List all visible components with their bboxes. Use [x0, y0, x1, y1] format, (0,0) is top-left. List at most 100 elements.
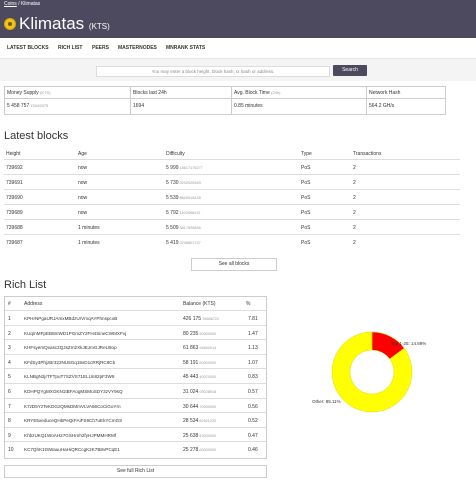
block-difficulty: 5 792.1100996212 — [166, 210, 200, 216]
rich-list-title: Rich List — [4, 279, 47, 291]
block-tx-count: 2 — [353, 195, 356, 201]
col-transactions: Transactions — [353, 151, 382, 157]
balance-decimals: .50000000 — [198, 331, 217, 336]
rich-rank: 9 — [8, 432, 11, 439]
block-age: now — [78, 180, 88, 186]
difficulty-int: 5 730 — [166, 180, 179, 186]
difficulty-decimals: .1100996212 — [178, 211, 201, 215]
rich-list-panel: # Address Balance (KTS) % 1 KPHrNPgaURJAm… — [4, 296, 267, 459]
block-height-link[interactable]: 739689 — [6, 210, 23, 216]
stat-value: 0.85 minutes — [234, 103, 263, 109]
col-rank: # — [8, 301, 11, 307]
rich-address-link[interactable]: KUqmMFpEB8mWD1PGmZY2FH4SineCWMXFvj — [24, 330, 127, 336]
search-input[interactable]: You may enter a block height, block hash… — [96, 66, 330, 77]
difficulty-decimals: .8609918428 — [178, 196, 201, 200]
rich-address-link[interactable]: KHFsyemQxasc2QJsZm2XkJEJmGJReU8op — [24, 345, 117, 351]
balance-decimals: .60000000 — [198, 360, 217, 365]
rich-percent: 0.52 — [248, 418, 258, 425]
stat-value-decimals: .70049375 — [29, 103, 49, 108]
rich-balance: 30 644.70000000 — [183, 404, 216, 410]
block-age: now — [78, 210, 88, 216]
coin-logo-icon — [4, 18, 16, 30]
rich-balance: 61 863.94840014 — [183, 345, 216, 351]
rich-address-link[interactable]: KhbzUKQ1WoAH27GSHrnh2fyHJPMMHRMf — [24, 432, 117, 438]
balance-decimals: .40070000 — [198, 375, 217, 380]
balance-int: 25 278 — [183, 447, 199, 454]
table-row: 8 KRYE5xeduceQHbPeQrFAiFS9Ch7uEkYCmGS 28 5… — [5, 412, 266, 428]
block-height-link[interactable]: 739690 — [6, 195, 23, 201]
main-nav: LATEST BLOCKS RICH LIST PEERS MASTERNODE… — [0, 38, 476, 59]
nav-mnrank-stats[interactable]: MNRANK STATS — [166, 45, 206, 51]
block-height-link[interactable]: 739691 — [6, 180, 23, 186]
rich-balance: 25 278.63000000 — [183, 447, 216, 453]
stat-unit: (KTS) — [40, 90, 51, 95]
stat-avg-block-time: Avg. Block Time (24h) 0.85 minutes — [232, 87, 367, 114]
table-row: 10 KC7QhK1tSWauuHaHiQRCcgK2K7B8vPCqE1 25 2… — [5, 441, 266, 457]
rich-rank: 6 — [8, 389, 11, 395]
breadcrumb-current: Klimatas — [20, 1, 41, 7]
see-full-rich-list-button[interactable]: See full Rich List — [4, 465, 267, 478]
rich-address-link[interactable]: KC7QhK1tSWauuHaHiQRCcgK2K7B8vPCqE1 — [24, 447, 120, 453]
table-row: 3 KHFsyemQxasc2QJsZm2XkJEJmGJReU8op 61 863… — [5, 339, 266, 355]
block-height-link[interactable]: 739687 — [6, 240, 23, 246]
table-row: 739688 1 minutes 5 509.3817698836 PoS 2 — [4, 219, 460, 235]
rich-address-link[interactable]: KRYE5xeduceQHbPeQrFAiFS9Ch7uEkYCmGS — [24, 418, 123, 424]
col-type: Type — [301, 151, 312, 157]
block-tx-count: 2 — [353, 210, 356, 216]
network-stats: Money Supply (KTS) 5 458 757.70049375 Bl… — [4, 86, 446, 115]
block-type: PoS — [301, 225, 311, 231]
rich-address-link[interactable]: KDHPQYgMXGKN1tBFAogMSMuSDY3zVY9sQ — [24, 389, 123, 394]
block-type: PoS — [301, 210, 311, 216]
rich-rank: 3 — [8, 345, 11, 352]
latest-blocks-table: Height Age Difficulty Type Transactions … — [4, 148, 460, 250]
donut-label-other: Other: 85.11% — [312, 399, 341, 404]
rich-address-link[interactable]: KLNBgN2jrTFTpuT7SZVS71ELUn82pF3W9 — [24, 374, 115, 380]
rich-percent: 1.07 — [248, 359, 258, 366]
block-height-link[interactable]: 739688 — [6, 225, 23, 231]
rich-address-link[interactable]: K7zD5YzTeKDGzQMsDMmVLVA56CoCiGoYrn — [24, 403, 121, 409]
table-row: 4 KFdSy3PhjzBr322NU5Gq19xD1cRRjRC8Cb 58 19… — [5, 353, 266, 370]
balance-decimals: .43200000 — [198, 433, 217, 438]
rich-address-link[interactable]: KPHrNPgaURJAmxMBdzUrVmqAYPhnspcoB — [24, 316, 118, 321]
table-row: 5 KLNBgN2jrTFTpuT7SZVS71ELUn82pF3W9 45 443… — [5, 368, 266, 384]
rich-rank: 10 — [8, 447, 14, 454]
block-type: PoS — [301, 180, 311, 186]
rich-percent: 0.57 — [248, 389, 258, 395]
rich-balance: 80 235.50000000 — [183, 331, 216, 337]
col-address: Address — [24, 301, 43, 307]
balance-int: 30 644 — [183, 403, 199, 410]
table-row: 9 KhbzUKQ1WoAH27GSHrnh2fyHJPMMHRMf 25 638.… — [5, 426, 266, 443]
block-tx-count: 2 — [353, 225, 356, 231]
breadcrumb-coins-link[interactable]: Coins — [4, 1, 17, 7]
nav-peers[interactable]: PEERS — [92, 45, 109, 51]
balance-int: 28 534 — [183, 418, 199, 425]
stat-blocks-24h: Blocks last 24h 1694 — [131, 87, 232, 114]
donut-slice-other — [331, 331, 413, 413]
table-row: 2 KUqmMFpEB8mWD1PGmZY2FH4SineCWMXFvj 80 23… — [5, 324, 266, 341]
donut-label-top: Top 1-25: 14.89% — [391, 341, 427, 346]
see-all-blocks-button[interactable]: See all blocks — [191, 258, 277, 271]
block-tx-count: 2 — [353, 165, 356, 171]
rich-address-link[interactable]: KFdSy3PhjzBr322NU5Gq19xD1cRRjRC8Cb — [24, 359, 116, 365]
rich-percent: 1.13 — [248, 345, 258, 352]
block-height-link[interactable]: 739692 — [6, 165, 23, 171]
stat-network-hash: Network Hash 564.2 GH/s — [367, 87, 445, 114]
rich-list-table: # Address Balance (KTS) % 1 KPHrNPgaURJAm… — [5, 297, 266, 457]
coin-name: Klimatas — [19, 14, 85, 33]
difficulty-decimals: .0746801737 — [178, 241, 201, 245]
block-type: PoS — [301, 195, 311, 201]
rich-percent: 0.47 — [248, 432, 258, 439]
block-type: PoS — [301, 165, 311, 171]
nav-rich-list[interactable]: RICH LIST — [58, 45, 83, 51]
balance-int: 31 024 — [183, 389, 199, 395]
rich-rank: 2 — [8, 330, 11, 337]
balance-int: 25 638 — [183, 432, 199, 439]
block-difficulty: 5 999.18617176277 — [166, 165, 203, 171]
difficulty-decimals: .18617176277 — [178, 166, 203, 170]
search-button[interactable]: Search — [333, 65, 367, 76]
nav-latest-blocks[interactable]: LATEST BLOCKS — [7, 45, 49, 51]
block-age: now — [78, 165, 88, 171]
header-bar: Coins / Klimatas Klimatas (KTS) — [0, 0, 476, 38]
block-difficulty: 5 539.8609918428 — [166, 195, 201, 201]
nav-masternodes[interactable]: MASTERNODES — [118, 45, 157, 51]
